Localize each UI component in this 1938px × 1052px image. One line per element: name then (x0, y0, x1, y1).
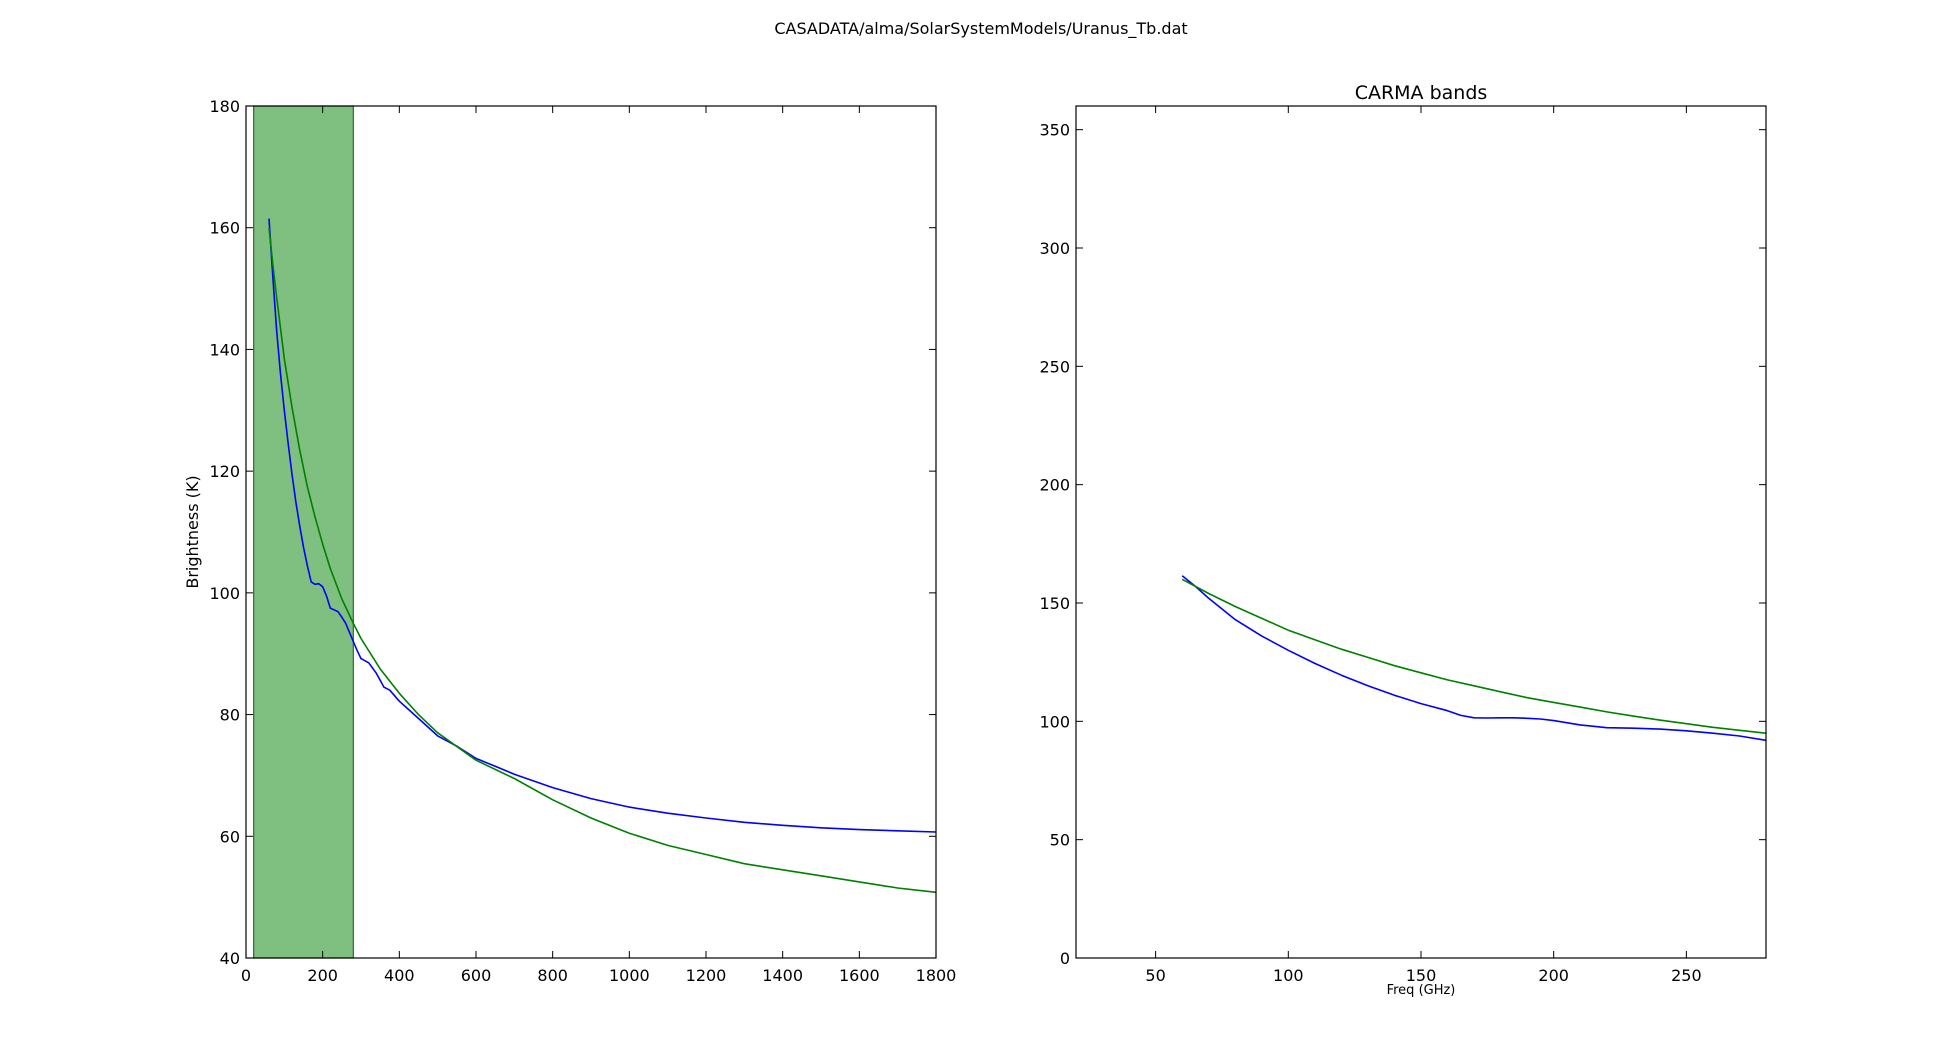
ticks-layer: 0 200 400 600 800 1000 1200 1400 1600 1800 40 60 80 1… (209, 97, 956, 985)
y-tick-label: 300 (1039, 239, 1070, 258)
x-tick-label: 100 (1273, 966, 1304, 985)
ticks-layer: 50 100 150 200 250 0 50 100 150 200 250 300 350 (1039, 106, 1766, 985)
x-tick-label: 200 (307, 966, 338, 985)
x-axis-label: Freq (GHz) (1387, 983, 1456, 998)
y-tick-label: 150 (1039, 594, 1070, 613)
x-tick-label: 200 (1538, 966, 1569, 985)
shaded-band-layer (253, 105, 354, 959)
x-tick-label: 150 (1406, 966, 1437, 985)
x-tick-label: 250 (1671, 966, 1702, 985)
plot-frame (245, 105, 937, 959)
y-tick-label: 40 (220, 949, 240, 968)
y-tick-label: 50 (1050, 831, 1070, 850)
carma-bands-panel: 50 100 150 200 250 0 50 100 150 200 250 300 350 CARM… (1039, 82, 1767, 998)
brightness-vs-frequency-panel: 0 200 400 600 800 1000 1200 1400 1600 1800 40 60 80 1… (183, 97, 956, 985)
y-tick-label: 100 (1039, 712, 1070, 731)
series-line-green (1181, 578, 1767, 734)
x-tick-label: 50 (1145, 966, 1165, 985)
y-tick-label: 250 (1039, 357, 1070, 376)
y-tick-label: 140 (209, 340, 240, 359)
series-line-green (268, 227, 937, 894)
x-tick-label: 800 (537, 966, 568, 985)
y-tick-label: 180 (209, 97, 240, 116)
y-tick-label: 160 (209, 219, 240, 238)
series-line-blue (268, 218, 937, 833)
y-tick-label: 0 (1060, 949, 1070, 968)
plot-frame (1075, 105, 1767, 959)
x-tick-label: 1000 (609, 966, 650, 985)
figure-title: CASADATA/alma/SolarSystemModels/Uranus_T… (774, 19, 1187, 39)
y-tick-label: 120 (209, 462, 240, 481)
series-layer (1181, 575, 1767, 742)
x-tick-label: 600 (461, 966, 492, 985)
series-layer (268, 218, 937, 894)
x-tick-label: 1600 (839, 966, 880, 985)
shaded-band (253, 105, 354, 959)
y-axis-label: Brightness (K) (183, 475, 202, 588)
y-tick-label: 60 (220, 827, 240, 846)
series-line-blue (1181, 575, 1767, 742)
x-tick-label: 1200 (686, 966, 727, 985)
y-tick-label: 200 (1039, 476, 1070, 495)
y-tick-label: 80 (220, 706, 240, 725)
y-tick-label: 350 (1039, 121, 1070, 140)
x-tick-label: 400 (384, 966, 415, 985)
panel-title: CARMA bands (1355, 82, 1488, 104)
y-tick-label: 100 (209, 584, 240, 603)
x-tick-label: 0 (241, 966, 251, 985)
x-tick-label: 1800 (916, 966, 957, 985)
x-tick-label: 1400 (762, 966, 803, 985)
